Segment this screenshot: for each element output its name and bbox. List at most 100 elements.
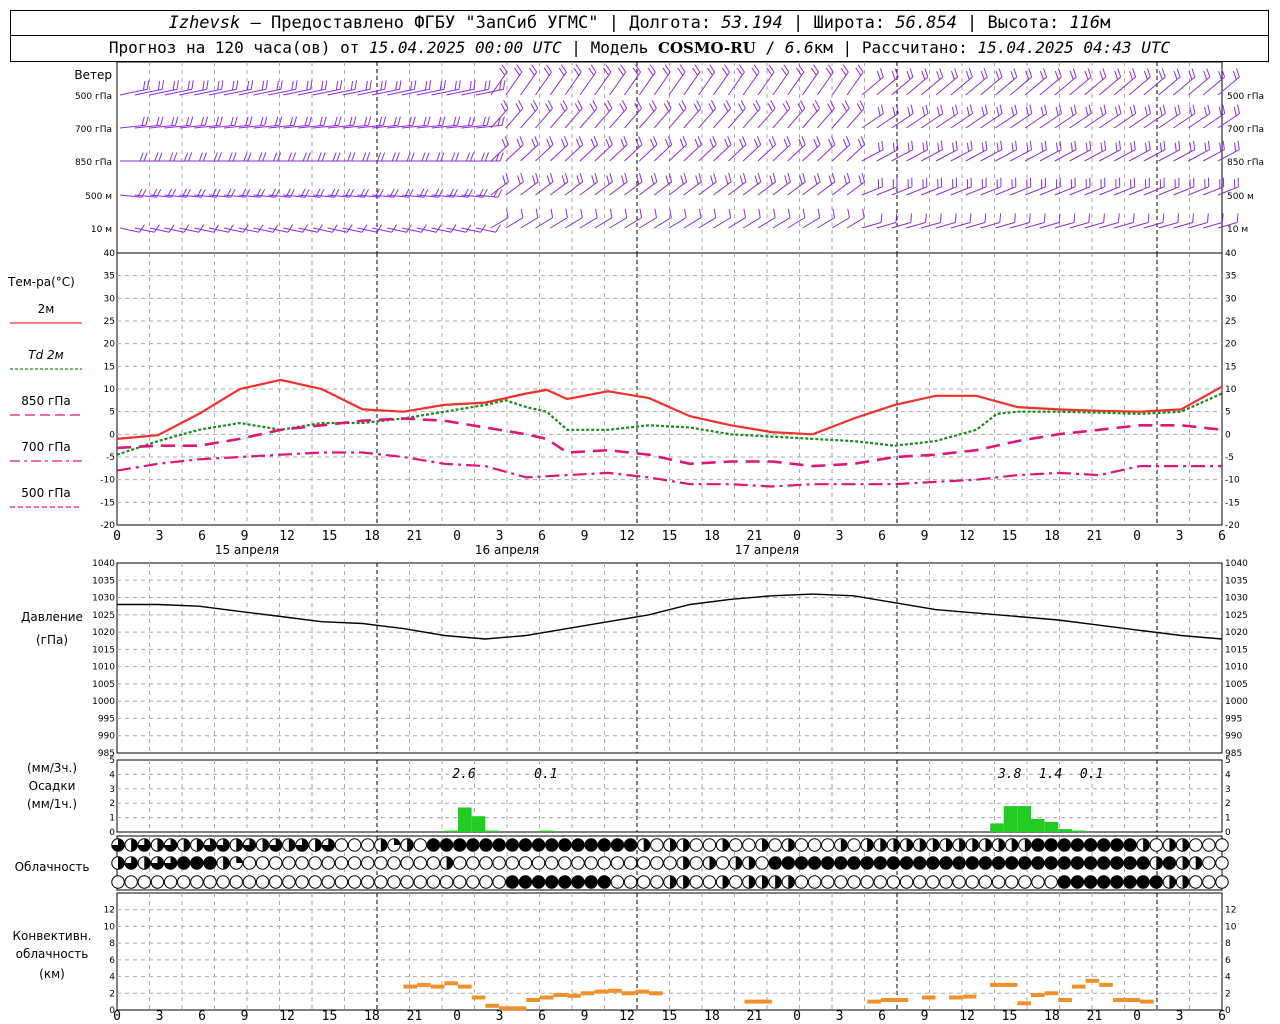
wind-barb-staff <box>965 76 988 96</box>
cloud-symbol <box>991 856 1006 870</box>
temp-legend-label: 2м <box>38 302 55 316</box>
cloud-symbol <box>492 856 506 870</box>
wind-barb-feather <box>232 81 235 91</box>
cloud-symbol <box>689 875 703 889</box>
wind-barb-feather <box>721 67 728 76</box>
wind-barb-feather <box>847 208 850 218</box>
wind-barb-feather <box>636 100 642 109</box>
wind-barb-staff <box>1173 222 1193 229</box>
cloud-symbol <box>1189 875 1203 889</box>
wind-barb-feather <box>1011 142 1014 152</box>
wind-barb-feather <box>528 67 535 76</box>
wind-barb-feather <box>242 224 249 233</box>
cloud-symbol-fill <box>223 856 230 870</box>
wind-barb-feather <box>443 80 446 90</box>
wind-barb-staff <box>476 124 503 129</box>
cloud-symbol-fill <box>683 856 690 870</box>
cloud-symbol <box>558 838 572 852</box>
cloud-symbol <box>426 875 441 889</box>
wind-barb-feather <box>217 81 220 91</box>
wind-barb-feather <box>653 136 658 145</box>
conv-bar <box>608 988 622 993</box>
cloud-symbol <box>807 838 822 852</box>
temp-xtick: 21 <box>747 529 763 544</box>
conv-bar <box>485 1003 499 1008</box>
cloud-symbol <box>229 875 243 889</box>
temp-ytick-right: 15 <box>1225 362 1236 372</box>
wind-barb-staff <box>194 88 222 96</box>
wind-barb-feather <box>590 138 596 148</box>
wind-barb-feather <box>321 152 326 162</box>
wind-barb-staff <box>208 88 237 96</box>
cloud-symbol <box>413 875 427 889</box>
wind-barb-feather <box>895 213 898 223</box>
wind-barb-feather <box>243 152 248 162</box>
wind-barb-feather <box>767 103 773 112</box>
precip-bar <box>1017 806 1031 832</box>
wind-barb-feather <box>436 152 441 162</box>
wind-barb-feather <box>484 81 487 91</box>
wind-barb-feather <box>257 224 264 233</box>
precip-ytick-left: 0 <box>109 828 115 838</box>
temp-xtick: 6 <box>538 529 546 544</box>
pres-ytick-left: 1020 <box>92 628 115 638</box>
wind-barb-feather <box>1148 104 1151 114</box>
cloud-symbol-fill <box>709 856 716 870</box>
wind-barb-feather <box>332 224 338 233</box>
cloud-symbol <box>269 875 283 889</box>
wind-barb-feather <box>1207 104 1211 114</box>
wind-barb-feather <box>985 140 988 150</box>
precip-bar <box>458 807 472 832</box>
wind-barb-feather <box>249 116 253 126</box>
wind-barb-feather <box>543 67 550 76</box>
header-forecast: Прогноз на 120 часа(ов) от 15.04.2025 00… <box>10 35 1269 62</box>
wind-barb-feather <box>546 138 551 148</box>
wind-barb-feather <box>681 100 687 109</box>
wind-barb-staff <box>950 76 973 96</box>
wind-barb-feather <box>425 152 430 162</box>
cloud-symbol <box>190 856 204 870</box>
wind-barb-staff <box>757 217 776 229</box>
wind-barb-feather <box>647 67 654 76</box>
wind-barb-feather <box>412 116 416 126</box>
wind-barb-feather <box>1089 140 1092 150</box>
precip-unit-1h: (мм/1ч.) <box>27 797 77 811</box>
wind-barb-feather <box>435 224 442 233</box>
cloud-symbol <box>755 856 769 870</box>
wind-barb-staff <box>387 124 413 129</box>
wind-barb-feather <box>1029 140 1032 150</box>
wind-barb-staff <box>920 113 944 129</box>
pres-ytick-left: 1035 <box>92 576 115 586</box>
conv-bar <box>512 1006 527 1011</box>
wind-barb-feather <box>175 116 179 126</box>
wind-barb-feather <box>454 81 457 91</box>
wind-barb-staff <box>1099 113 1122 129</box>
wind-barb-feather <box>250 80 254 90</box>
cloud-symbol-fill <box>762 875 769 889</box>
wind-barb-feather <box>591 175 595 185</box>
cloud-symbol-fill <box>932 838 940 852</box>
day-label: 16 апреля <box>475 543 539 557</box>
wind-barb-feather <box>272 224 279 233</box>
wind-barb-staff <box>876 113 899 129</box>
wind-barb-staff <box>846 217 865 229</box>
wind-barb-feather <box>843 175 848 185</box>
wind-barb-feather <box>230 116 234 126</box>
cloud-symbol <box>952 875 966 889</box>
wind-barb-feather <box>651 100 657 109</box>
conv-xtick: 12 <box>959 1009 975 1024</box>
precip-ytick-left: 5 <box>109 756 115 766</box>
wind-barb-staff <box>742 181 762 196</box>
cloud-symbol <box>426 856 441 870</box>
cloud-symbol <box>545 856 559 870</box>
wind-barb-feather <box>1161 68 1166 78</box>
wind-barb-feather <box>293 116 297 126</box>
wind-barb-feather <box>609 208 613 218</box>
wind-barb-feather <box>1056 142 1059 152</box>
wind-barb-feather <box>1014 104 1018 114</box>
cloud-symbol-fill <box>959 838 966 852</box>
conv-bar <box>744 999 772 1004</box>
wind-barb-feather <box>829 100 835 109</box>
cloud-symbol-fill <box>1182 875 1189 889</box>
wind-barb-feather <box>502 175 506 185</box>
